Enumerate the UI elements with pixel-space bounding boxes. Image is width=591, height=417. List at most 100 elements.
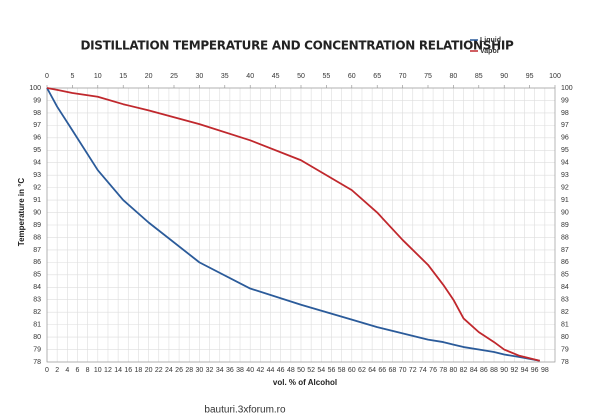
x-tick-label: 42 [256,367,264,374]
y2-tick-label: 86 [561,259,569,266]
y-tick-label: 96 [33,135,41,142]
y-tick-label: 90 [33,209,41,216]
x-tick-label: 10 [94,367,102,374]
x-tick-label: 86 [480,367,488,374]
x-tick-label: 22 [155,367,163,374]
y-tick-label: 93 [33,172,41,179]
x-tick-label: 20 [145,367,153,374]
y-tick-label: 91 [33,197,41,204]
line-series [46,87,540,362]
x-tick-label: 28 [185,367,193,374]
x2-tick-label: 55 [323,73,331,80]
x-tick-label: 78 [439,367,447,374]
y2-tick-label: 95 [561,147,569,154]
y2-tick-label: 84 [561,284,569,291]
y-tick-label: 98 [33,110,41,117]
x-tick-label: 60 [348,367,356,374]
x-tick-label: 68 [389,367,397,374]
x-tick-label: 24 [165,367,173,374]
y-tick-label: 85 [33,272,41,279]
x2-tick-label: 70 [399,73,407,80]
x2-tick-label: 50 [297,73,305,80]
y2-tick-label: 88 [561,234,569,241]
y-axis-label: Temperature in °C [17,178,26,247]
x-tick-label: 4 [65,367,69,374]
x-tick-label: 40 [246,367,254,374]
x-tick-label: 50 [297,367,305,374]
x-tick-label: 92 [510,367,518,374]
x-tick-label: 6 [76,367,80,374]
x-tick-label: 82 [460,367,468,374]
y2-tick-label: 83 [561,297,569,304]
x-tick-label: 52 [307,367,315,374]
x-tick-label: 58 [338,367,346,374]
x2-tick-label: 35 [221,73,229,80]
y-tick-label: 86 [33,259,41,266]
y2-tick-label: 82 [561,309,569,316]
x2-tick-label: 25 [170,73,178,80]
x-tick-label: 16 [124,367,132,374]
x-tick-label: 0 [45,367,49,374]
x-tick-label: 2 [55,367,59,374]
x2-tick-label: 85 [475,73,483,80]
y-tick-label: 99 [33,97,41,104]
y2-tick-label: 81 [561,321,569,328]
x-tick-label: 46 [277,367,285,374]
x2-tick-label: 60 [348,73,356,80]
y2-tick-label: 91 [561,197,569,204]
y2-tick-label: 96 [561,135,569,142]
x2-tick-label: 0 [45,73,49,80]
y2-tick-label: 79 [561,346,569,353]
x2-tick-label: 30 [196,73,204,80]
x-tick-label: 84 [470,367,478,374]
y-tick-label: 81 [33,321,41,328]
x2-tick-label: 75 [424,73,432,80]
y-tick-label: 87 [33,247,41,254]
y2-tick-label: 97 [561,122,569,129]
y2-tick-label: 89 [561,222,569,229]
x-tick-label: 30 [196,367,204,374]
x2-tick-label: 65 [373,73,381,80]
x-tick-label: 54 [317,367,325,374]
x2-tick-label: 15 [119,73,127,80]
watermark: bauturi.3xforum.ro [204,405,286,416]
y2-tick-label: 87 [561,247,569,254]
x2-tick-label: 40 [246,73,254,80]
y-tick-label: 94 [33,160,41,167]
y-tick-label: 92 [33,184,41,191]
y-tick-label: 78 [33,359,41,366]
x-tick-label: 64 [368,367,376,374]
y2-tick-label: 93 [561,172,569,179]
chart-title: DISTILLATION TEMPERATURE AND CONCENTRATI… [80,39,514,53]
plot-frame [46,87,556,363]
line-series [46,87,540,362]
legend-label: Vapor [480,48,500,55]
y2-tick-label: 99 [561,97,569,104]
x2-tick-label: 5 [70,73,74,80]
x-tick-label: 72 [409,367,417,374]
x2-tick-label: 95 [526,73,534,80]
y2-tick-label: 100 [561,85,573,92]
y2-tick-label: 92 [561,184,569,191]
y2-tick-label: 90 [561,209,569,216]
x-tick-label: 80 [450,367,458,374]
y-tick-label: 79 [33,346,41,353]
y2-tick-label: 94 [561,160,569,167]
y-tick-label: 89 [33,222,41,229]
x-axis-label: vol. % of Alcohol [273,378,337,387]
y-tick-label: 84 [33,284,41,291]
x-tick-label: 48 [287,367,295,374]
y-tick-label: 95 [33,147,41,154]
x2-tick-label: 20 [145,73,153,80]
y-tick-label: 80 [33,334,41,341]
x-tick-label: 94 [521,367,529,374]
x-tick-label: 98 [541,367,549,374]
x2-tick-label: 45 [272,73,280,80]
x-tick-label: 70 [399,367,407,374]
x-tick-label: 74 [419,367,427,374]
y2-tick-label: 80 [561,334,569,341]
x-tick-label: 32 [206,367,214,374]
x-tick-label: 12 [104,367,112,374]
